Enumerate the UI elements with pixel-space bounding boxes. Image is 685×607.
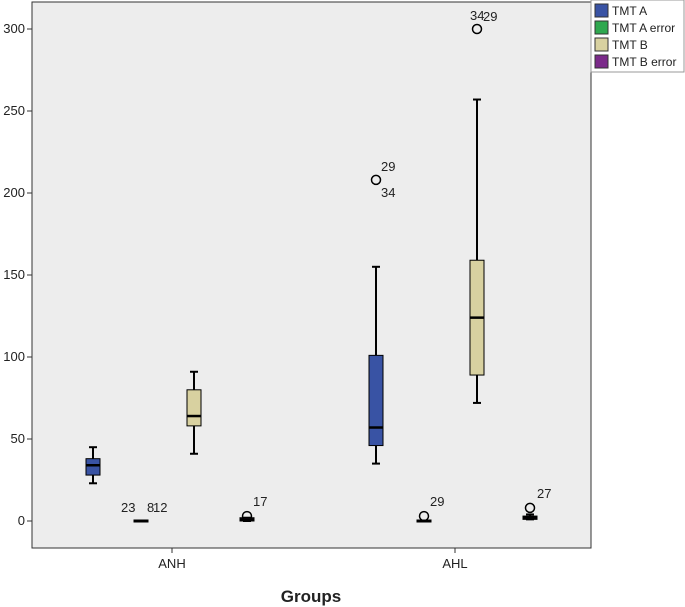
x-tick-label: ANH [158,556,185,571]
y-tick-label: 200 [3,185,25,200]
y-tick-label: 100 [3,349,25,364]
outlier-label: 12 [153,500,167,515]
legend-swatch [594,3,609,18]
legend-swatch [594,37,609,52]
x-axis-title: Groups [281,587,341,606]
y-tick-label: 0 [18,513,25,528]
outlier-label: 29 [381,159,395,174]
y-tick-label: 150 [3,267,25,282]
outlier-point [241,510,253,522]
box-tmt-a-error-ahl: 29 [416,494,444,523]
y-tick-label: 250 [3,103,25,118]
outlier-label: 17 [253,494,267,509]
y-axis: 0 50 100 150 200 250 300 [3,21,32,528]
x-axis: ANH AHL [158,548,468,571]
legend-label: TMT A error [612,21,675,35]
outlier-label: 34 [470,8,484,23]
outlier-point [471,23,483,35]
y-tick-label: 50 [11,431,25,446]
legend-label: TMT B [612,38,648,52]
outlier-point [370,174,382,186]
box-tmt-a-anh [85,446,101,485]
plot-area [31,1,592,549]
iqr-box [85,458,101,476]
outlier-label: 34 [381,185,395,200]
box-tmt-a-ahl: 29 34 [368,159,395,465]
box-tmt-a-error-anh: 23 812 [121,500,167,523]
iqr-box [368,354,384,447]
outlier-label: 29 [430,494,444,509]
iqr-box [186,389,202,427]
box-tmt-b-anh [186,370,202,455]
outlier-label: 8 [147,500,154,515]
legend-swatch [594,20,609,35]
legend-label: TMT B error [612,55,676,69]
outlier-label: 27 [537,486,551,501]
outlier-label: 29 [483,9,497,24]
box-tmt-b-error-anh: 17 [239,494,267,522]
y-tick-label: 300 [3,21,25,36]
x-tick-label: AHL [442,556,467,571]
outlier-point [418,510,430,522]
legend-swatch [594,54,609,69]
outlier-label: 23 [121,500,135,515]
box-tmt-b-error-ahl: 27 [522,486,551,521]
legend: TMT A TMT A error TMT B TMT B error [590,0,685,73]
outlier-point [524,502,536,514]
legend-label: TMT A [612,4,647,18]
